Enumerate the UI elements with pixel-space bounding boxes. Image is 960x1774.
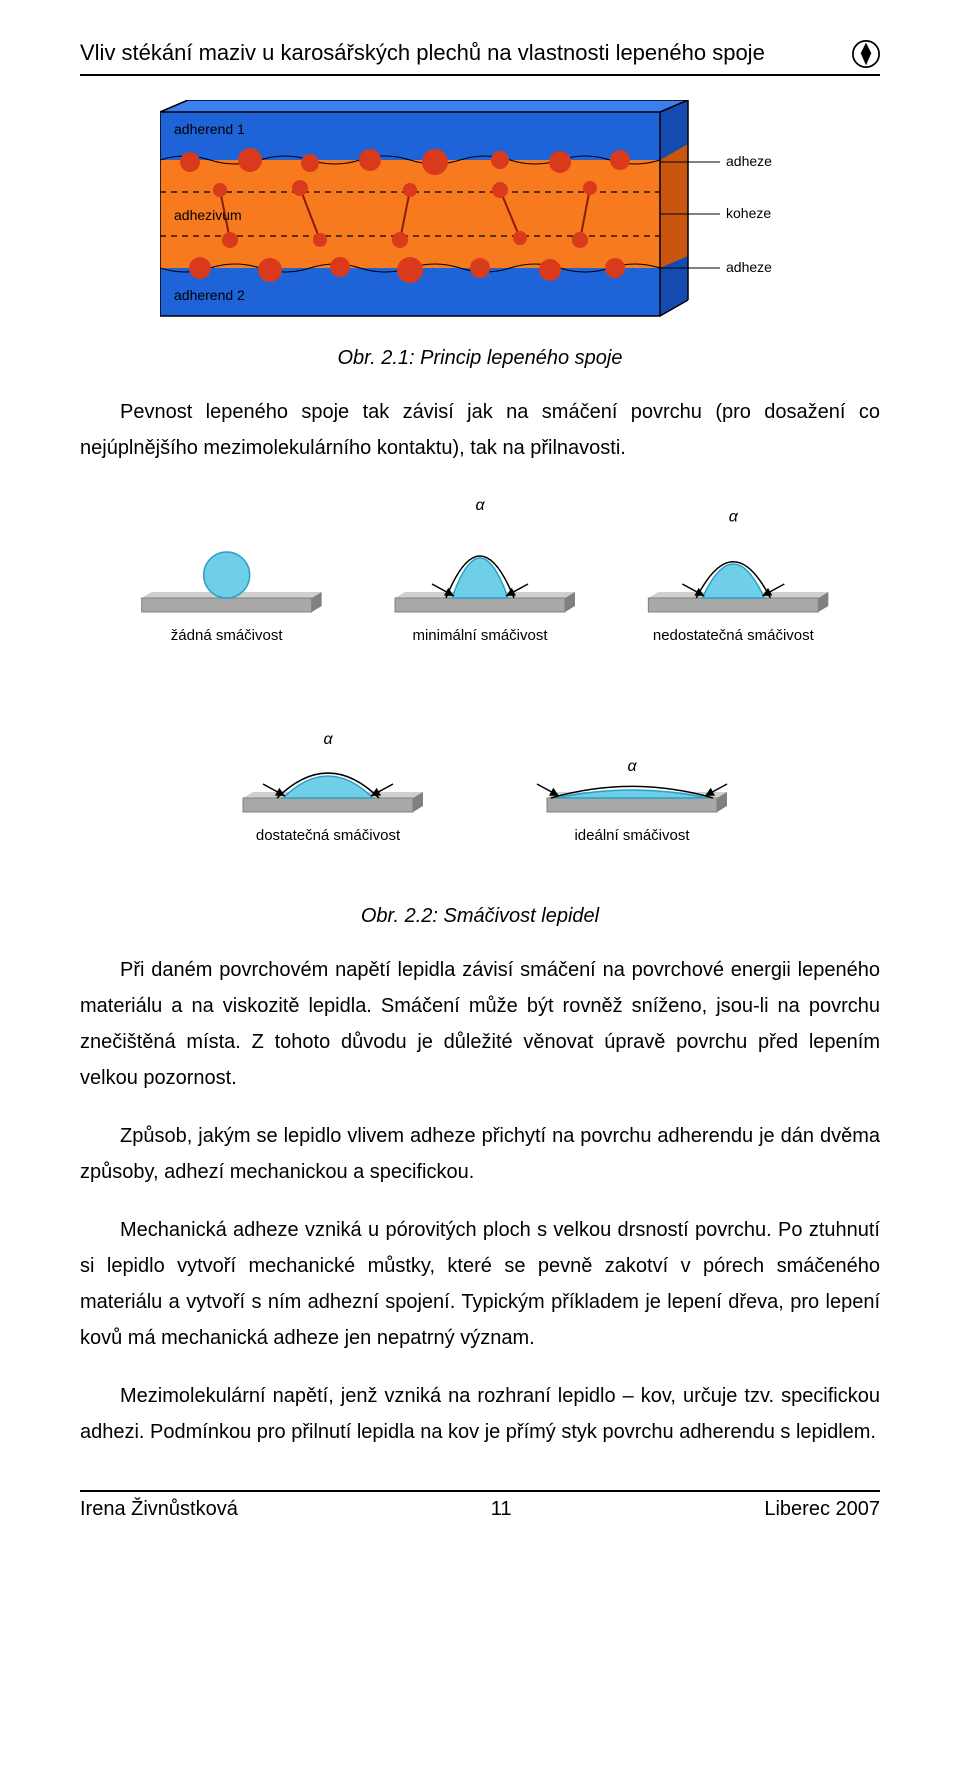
paragraph-3: Způsob, jakým se lepidlo vlivem adheze p… (80, 1118, 880, 1190)
svg-text:α: α (729, 508, 739, 525)
paragraph-4-text: Mechanická adheze vzniká u pórovitých pl… (80, 1219, 880, 1349)
fig1-label-adheze-bottom: adheze (726, 259, 772, 275)
header-title: Vliv stékání maziv u karosářských plechů… (80, 40, 765, 66)
footer-author: Irena Živnůstková (80, 1498, 238, 1521)
fig1-label-adhezivum: adhezivum (174, 207, 242, 223)
svg-text:nedostatečná smáčivost: nedostatečná smáčivost (653, 627, 815, 644)
svg-text:dostatečná smáčivost: dostatečná smáčivost (256, 827, 401, 844)
paragraph-3-text: Způsob, jakým se lepidlo vlivem adheze p… (80, 1125, 880, 1183)
svg-text:žádná smáčivost: žádná smáčivost (171, 627, 284, 644)
footer-page-number: 11 (491, 1498, 512, 1521)
paragraph-1-text: Pevnost lepeného spoje tak závisí jak na… (80, 401, 880, 459)
figure-2-1-svg: adherend 1 adhezivum adherend 2 adheze k… (160, 100, 800, 330)
page: Vliv stékání maziv u karosářských plechů… (0, 0, 960, 1551)
institution-logo-icon (852, 40, 880, 68)
page-header: Vliv stékání maziv u karosářských plechů… (80, 40, 880, 76)
figure-2-2: žádná smáčivost α minimální smáčivost α nedo… (80, 488, 880, 893)
fig1-label-koheze: koheze (726, 205, 771, 221)
paragraph-1: Pevnost lepeného spoje tak závisí jak na… (80, 394, 880, 466)
fig1-label-adherend1: adherend 1 (174, 121, 245, 137)
fig1-label-adherend2: adherend 2 (174, 287, 245, 303)
figure-2-1-caption: Obr. 2.1: Princip lepeného spoje (80, 347, 880, 370)
paragraph-5-text: Mezimolekulární napětí, jenž vzniká na r… (80, 1385, 880, 1443)
figure-2-1: adherend 1 adhezivum adherend 2 adheze k… (80, 100, 880, 335)
page-footer: Irena Živnůstková 11 Liberec 2007 (80, 1490, 880, 1521)
svg-text:α: α (475, 497, 485, 514)
figure-2-2-caption: Obr. 2.2: Smáčivost lepidel (80, 905, 880, 928)
fig1-label-adheze-top: adheze (726, 153, 772, 169)
svg-text:ideální smáčivost: ideální smáčivost (574, 827, 690, 844)
footer-place-year: Liberec 2007 (764, 1498, 880, 1521)
svg-text:α: α (627, 758, 637, 775)
svg-text:α: α (323, 731, 333, 748)
paragraph-2: Při daném povrchovém napětí lepidla závi… (80, 952, 880, 1096)
svg-text:minimální smáčivost: minimální smáčivost (412, 627, 548, 644)
paragraph-4: Mechanická adheze vzniká u pórovitých pl… (80, 1212, 880, 1356)
figure-2-2-svg: žádná smáčivost α minimální smáčivost α nedo… (100, 488, 860, 888)
paragraph-5: Mezimolekulární napětí, jenž vzniká na r… (80, 1378, 880, 1450)
paragraph-2-text: Při daném povrchovém napětí lepidla závi… (80, 959, 880, 1089)
